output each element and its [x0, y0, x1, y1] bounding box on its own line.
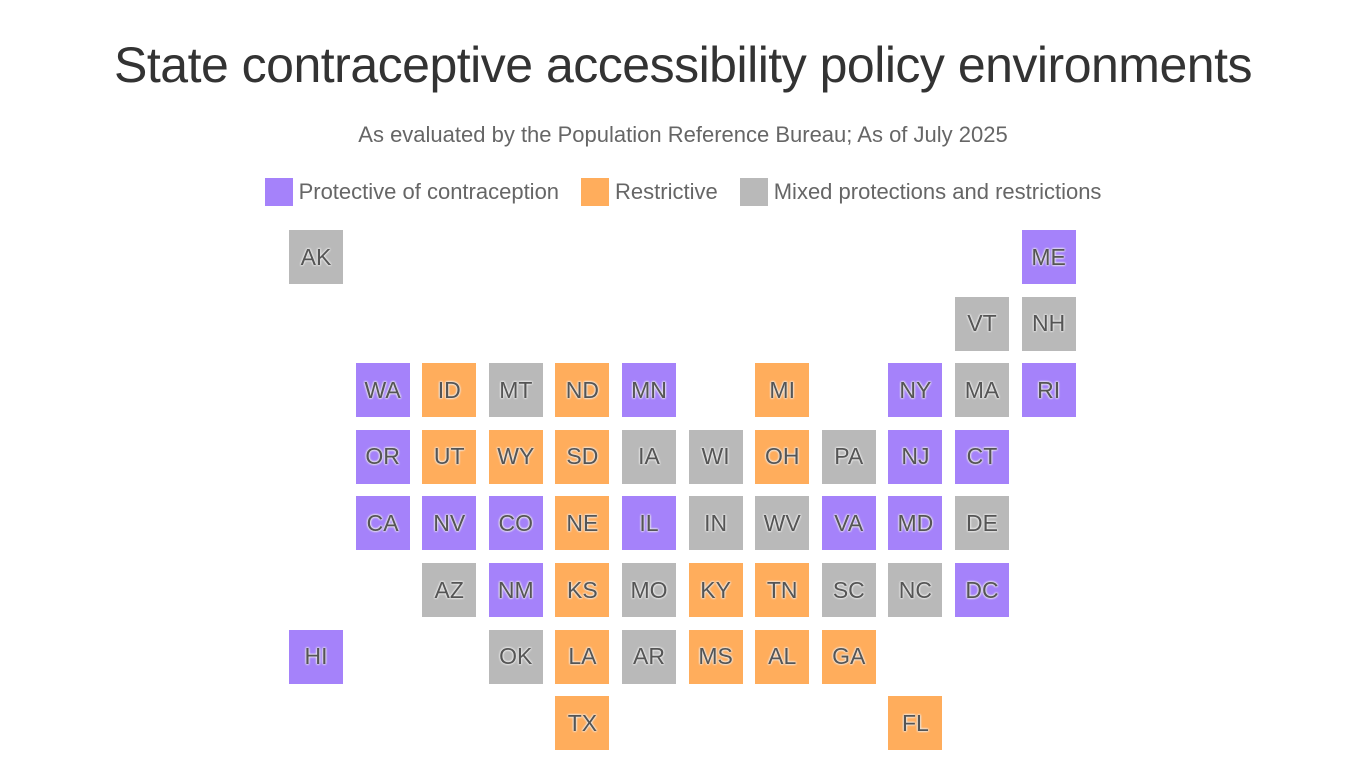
state-tile-wi: WI [688, 429, 743, 484]
state-tile-wy: WY [488, 429, 543, 484]
state-tile-nj: NJ [888, 429, 943, 484]
legend-label: Mixed protections and restrictions [773, 179, 1102, 204]
state-tile-vt: VT [955, 296, 1009, 351]
state-tile-sc: SC [821, 563, 876, 617]
state-tile-mt: MT [488, 363, 543, 418]
legend-item-protective: Protective of contraception [264, 178, 560, 206]
state-tile-ne: NE [555, 496, 610, 551]
state-tile-hi: HI [289, 629, 343, 684]
state-tile-tx: TX [555, 696, 610, 751]
state-tile-il: IL [622, 496, 676, 551]
state-tile-ak: AK [289, 230, 343, 284]
state-tile-wv: WV [755, 496, 810, 551]
state-tile-ma: MA [955, 363, 1009, 418]
state-tile-tn: TN [755, 563, 810, 617]
state-tile-nc: NC [888, 563, 943, 617]
state-tile-dc: DC [955, 563, 1009, 617]
state-tile-mo: MO [622, 563, 676, 617]
state-tile-co: CO [488, 496, 543, 551]
chart-subtitle: As evaluated by the Population Reference… [358, 122, 1008, 147]
state-tile-ky: KY [688, 563, 743, 617]
state-tile-de: DE [955, 496, 1009, 551]
state-tile-in: IN [688, 496, 743, 551]
state-tile-ct: CT [955, 429, 1009, 484]
state-tile-la: LA [555, 629, 610, 684]
state-tile-sd: SD [555, 429, 610, 484]
state-tile-mn: MN [622, 363, 676, 418]
state-tile-md: MD [888, 496, 943, 551]
chart-title: State contraceptive accessibility policy… [114, 37, 1252, 93]
state-tile-pa: PA [821, 429, 876, 484]
legend-swatch-protective [264, 178, 293, 206]
legend-item-mixed: Mixed protections and restrictions [739, 178, 1102, 206]
state-tile-az: AZ [422, 563, 477, 617]
state-tile-ia: IA [622, 429, 676, 484]
state-tile-or: OR [355, 429, 410, 484]
state-tile-ri: RI [1021, 363, 1076, 418]
state-tile-fl: FL [888, 696, 943, 751]
legend-label: Restrictive [615, 179, 718, 204]
state-tile-ar: AR [622, 629, 676, 684]
state-tile-ut: UT [422, 429, 477, 484]
state-tile-al: AL [755, 629, 810, 684]
state-tile-nd: ND [555, 363, 610, 418]
state-tile-mi: MI [755, 363, 810, 418]
legend-label: Protective of contraception [298, 179, 560, 204]
legend-item-restrictive: Restrictive [581, 178, 718, 206]
state-tile-nv: NV [422, 496, 477, 551]
state-tile-ok: OK [488, 629, 543, 684]
state-tile-ny: NY [888, 363, 943, 418]
state-tile-wa: WA [355, 363, 410, 418]
state-tile-va: VA [821, 496, 876, 551]
state-tile-nm: NM [488, 563, 543, 617]
state-tile-ks: KS [555, 563, 610, 617]
state-tile-ms: MS [688, 629, 743, 684]
state-tile-id: ID [422, 363, 477, 418]
legend: Protective of contraception Restrictive … [0, 178, 1366, 206]
legend-swatch-mixed [739, 178, 768, 206]
state-tile-ca: CA [355, 496, 410, 551]
legend-swatch-restrictive [581, 178, 610, 206]
state-tile-nh: NH [1021, 296, 1076, 351]
state-tile-me: ME [1021, 230, 1076, 284]
state-tile-ga: GA [821, 629, 876, 684]
state-tile-oh: OH [755, 429, 810, 484]
